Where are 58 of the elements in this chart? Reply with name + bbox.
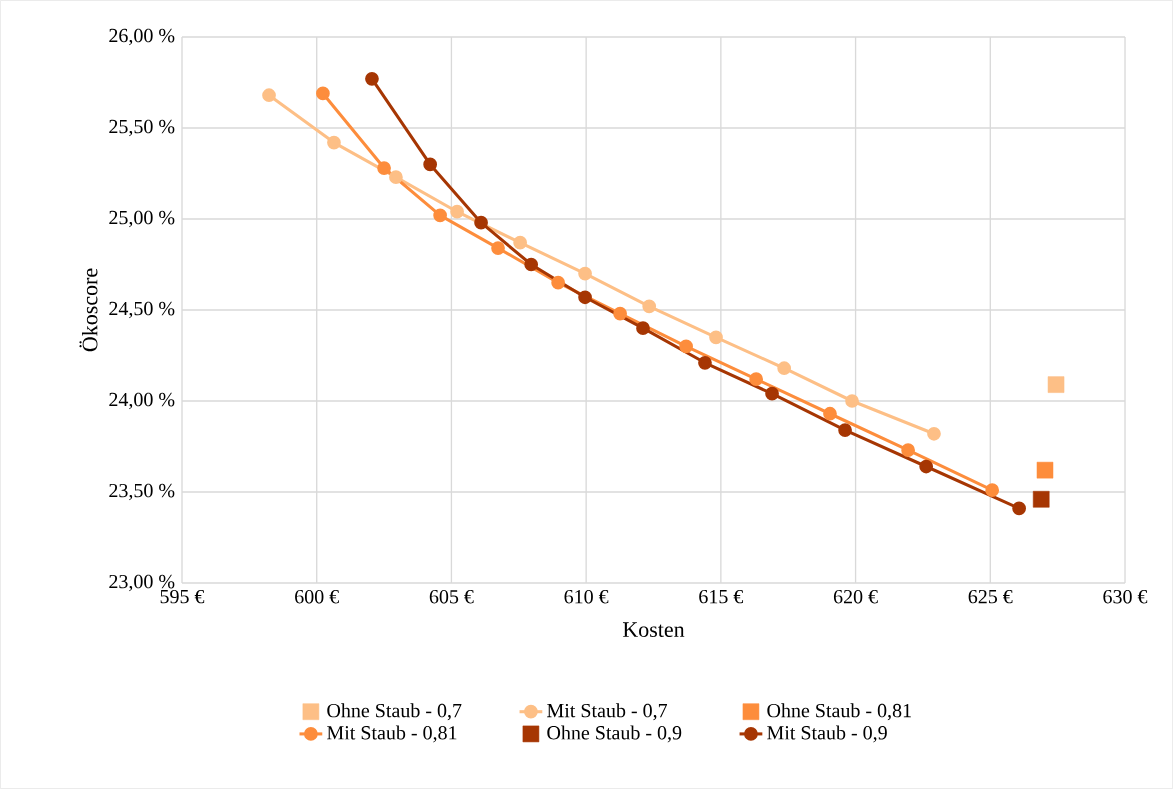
point	[1032, 491, 1050, 508]
x-tick-label: 600 €	[295, 589, 339, 604]
point	[927, 426, 941, 441]
point	[709, 330, 723, 345]
point	[642, 299, 657, 314]
x-tick-label: 620 €	[833, 589, 878, 604]
legend-label: Mit Staub - 0,81	[327, 725, 457, 743]
y-tick-label: 23,50 %	[109, 483, 175, 501]
point	[823, 406, 837, 421]
point	[1036, 461, 1054, 479]
point	[365, 71, 379, 86]
point	[423, 157, 438, 172]
y-tick-label: 25,50 %	[109, 119, 175, 137]
x-tick-label: 605 €	[429, 589, 474, 604]
point	[698, 355, 712, 370]
point	[316, 86, 330, 101]
x-tick-label: 615 €	[699, 589, 744, 604]
point	[749, 372, 764, 387]
point	[524, 257, 539, 272]
legend-label: Ohne Staub - 0,7	[327, 703, 462, 721]
point	[327, 135, 341, 150]
x-tick-label: 595 €	[160, 589, 205, 604]
point	[765, 386, 779, 401]
x-axis-title: Kosten	[622, 622, 685, 637]
point	[551, 275, 565, 290]
y-tick-label: 24,50 %	[109, 301, 175, 319]
point	[513, 235, 528, 250]
point	[613, 306, 627, 321]
point	[578, 290, 592, 305]
legend-label: Mit Staub - 0,7	[547, 703, 668, 721]
point	[845, 394, 859, 408]
legend-label: Mit Staub - 0,9	[767, 725, 887, 743]
point	[919, 459, 934, 474]
y-tick-label: 25,00 %	[109, 210, 175, 228]
point	[491, 241, 505, 255]
point	[1012, 501, 1026, 516]
point	[901, 443, 915, 458]
point	[679, 339, 693, 354]
point	[450, 204, 464, 219]
point	[636, 321, 650, 336]
point	[474, 215, 488, 230]
x-tick-label: 610 €	[564, 589, 609, 604]
point	[433, 208, 447, 223]
point	[389, 170, 403, 185]
x-tick-label: 625 €	[968, 589, 1013, 604]
legend-label: Ohne Staub - 0,81	[767, 703, 911, 721]
point	[1047, 376, 1065, 393]
point	[838, 423, 852, 437]
y-tick-label: 26,00 %	[109, 28, 175, 46]
y-axis-title: Ökoscore	[79, 268, 98, 352]
y-tick-label: 24,00 %	[109, 392, 175, 410]
x-tick-label: 630 €	[1103, 589, 1148, 604]
point	[377, 161, 391, 175]
legend-label: Ohne Staub - 0,9	[547, 725, 682, 743]
point	[262, 88, 276, 103]
point	[578, 266, 592, 281]
point	[777, 361, 792, 376]
point	[985, 483, 1000, 498]
